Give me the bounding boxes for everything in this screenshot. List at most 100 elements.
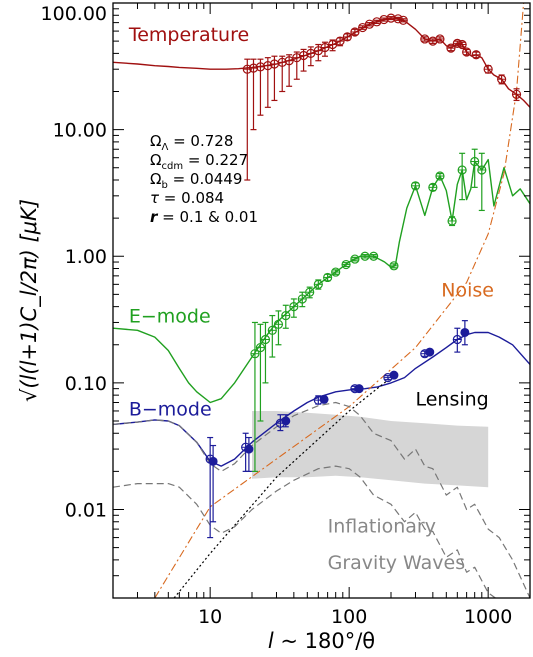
- axes: 10 100 1000 100.00 10.00 1.00 0.10 0.01: [41, 2, 531, 628]
- temperature-data-point: [335, 36, 345, 47]
- temperature-data-point: [457, 39, 467, 50]
- filled-marker: [354, 384, 364, 394]
- b-mode-data-point: [460, 320, 470, 346]
- data-points: [205, 13, 522, 539]
- temperature-data-point: [269, 55, 280, 102]
- x-tick-label: 10: [198, 606, 222, 628]
- lensing-curve: [173, 377, 392, 598]
- annotation-label: Noise: [441, 280, 494, 302]
- e-mode-data-point: [323, 272, 333, 283]
- filled-marker: [389, 370, 399, 380]
- y-tick-label: 0.10: [65, 373, 107, 395]
- temperature-data-point: [446, 43, 456, 53]
- parameter-line: Ωb = 0.0449: [150, 170, 242, 191]
- temperature-data-point: [471, 50, 481, 60]
- y-tick-label: 1.00: [65, 246, 107, 268]
- temperature-data-point: [292, 51, 302, 80]
- y-tick-label: 100.00: [41, 3, 107, 25]
- temperature-data-point: [342, 32, 352, 42]
- e-mode-data-point: [457, 152, 467, 201]
- parameter-line: τ = 0.084: [150, 189, 224, 207]
- e-mode-data-point: [305, 286, 315, 299]
- b-mode-data-point: [425, 347, 435, 357]
- plot-frame: [112, 2, 531, 599]
- e-mode-data-point: [260, 321, 271, 384]
- y-tick-label: 10.00: [53, 120, 107, 142]
- annotation-label: Lensing: [415, 389, 488, 411]
- temperature-data-point: [263, 57, 273, 108]
- filled-marker: [319, 394, 329, 404]
- temperature-data-point: [428, 36, 438, 46]
- e-mode-data-point: [360, 251, 370, 261]
- lensing-uncertainty-band: [252, 411, 489, 488]
- e-mode-data-point: [331, 267, 341, 277]
- temperature-data-point: [284, 54, 294, 87]
- e-mode-data-point: [470, 148, 480, 188]
- annotation-label: Gravity Waves: [328, 552, 465, 574]
- e-mode-data-point: [389, 261, 399, 271]
- parameter-line: Ωcdm = 0.227: [150, 151, 248, 172]
- temperature-data-point: [420, 34, 430, 44]
- parameter-line: ΩΛ = 0.728: [150, 132, 233, 153]
- y-axis-label: √(l(l+1)C_l/2π) [μK]: [17, 199, 42, 402]
- e-mode-data-point: [250, 321, 260, 472]
- e-mode-data-point: [289, 298, 299, 318]
- e-mode-data-point: [369, 251, 379, 261]
- b-mode-data-point: [452, 327, 462, 353]
- e-mode-data-point: [341, 259, 351, 270]
- y-tick-label: 0.01: [65, 499, 107, 521]
- temperature-data-point: [320, 41, 330, 57]
- temperature-data-point: [435, 34, 445, 44]
- axis-labels: l ~ 180°/θ √(l(l+1)C_l/2π) [μK]: [17, 199, 375, 653]
- e-mode-data-point: [410, 181, 421, 191]
- temperature-data-point: [398, 15, 408, 25]
- e-mode-data-point: [267, 314, 277, 358]
- e-mode-data-point: [281, 304, 291, 329]
- temperature-data-point: [306, 46, 316, 67]
- b-mode-data-point: [244, 436, 254, 472]
- e-mode-data-point: [447, 216, 457, 227]
- temperature-data-point: [248, 58, 259, 131]
- annotation-label: E−mode: [129, 305, 211, 327]
- annotation-label: Inflationary: [328, 515, 436, 537]
- filled-marker: [208, 456, 218, 466]
- filled-marker: [244, 444, 254, 454]
- annotations: Temperature E−mode B−mode Noise Lensing Infla…: [128, 24, 494, 574]
- x-axis-label: l ~ 180°/θ: [268, 629, 375, 653]
- x-tick-label: 100: [331, 606, 367, 628]
- filled-marker: [425, 347, 435, 357]
- annotation-label: Temperature: [128, 24, 249, 46]
- inflationary-gravity-waves-r-0-01-curve: [113, 465, 497, 598]
- e-mode-data-point: [297, 291, 307, 308]
- b-mode-data-point: [281, 414, 291, 428]
- annotation-label: B−mode: [129, 399, 212, 421]
- uncertainty-band: [252, 411, 489, 488]
- e-mode-data-point: [350, 254, 360, 264]
- e-mode-data-point: [428, 182, 438, 192]
- temperature-data-point: [350, 27, 360, 37]
- b-mode-data-point: [420, 349, 430, 359]
- b-mode-data-point: [208, 444, 218, 523]
- temperature-data-point: [462, 47, 472, 57]
- e-mode-data-point: [273, 310, 284, 346]
- parameter-line: r = 0.1 & 0.01: [150, 208, 258, 226]
- e-mode-data-point: [435, 171, 445, 181]
- b-mode-data-point: [319, 394, 329, 404]
- temperature-data-point: [497, 74, 507, 85]
- temperature-data-point: [379, 14, 389, 25]
- e-mode-data-point: [477, 152, 487, 212]
- e-mode-data-point: [255, 323, 266, 422]
- noise-curve: [154, 3, 525, 598]
- e-mode-data-point: [313, 279, 323, 290]
- filled-marker: [460, 327, 470, 337]
- filled-marker: [281, 416, 291, 426]
- temperature-data-point: [511, 88, 522, 102]
- temperature-data-point: [483, 64, 493, 74]
- b-mode-data-point: [389, 370, 399, 380]
- inflationary-gravity-waves-r-0-1-curve: [113, 401, 530, 598]
- x-tick-label: 1000: [464, 606, 512, 628]
- b-mode-data-point: [354, 384, 364, 394]
- temperature-data-point: [327, 39, 338, 52]
